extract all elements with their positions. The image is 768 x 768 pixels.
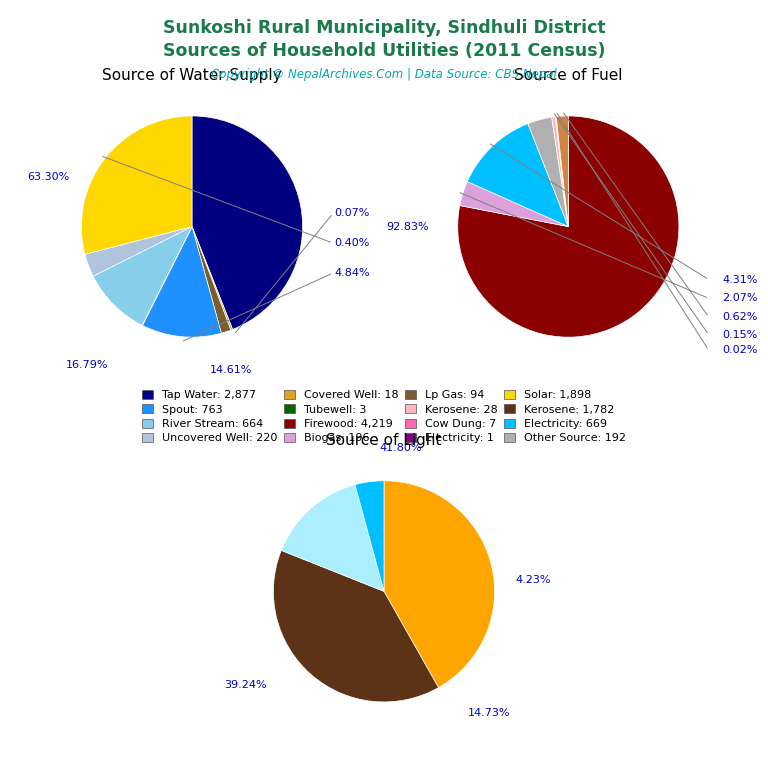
Wedge shape bbox=[551, 117, 568, 227]
Wedge shape bbox=[93, 227, 192, 326]
Wedge shape bbox=[192, 116, 303, 329]
Text: 14.61%: 14.61% bbox=[210, 366, 252, 376]
Wedge shape bbox=[281, 485, 384, 591]
Text: 41.80%: 41.80% bbox=[379, 442, 422, 452]
Text: 0.07%: 0.07% bbox=[335, 208, 370, 218]
Title: Source of Fuel: Source of Fuel bbox=[514, 68, 623, 83]
Wedge shape bbox=[556, 116, 568, 227]
Text: 39.24%: 39.24% bbox=[224, 680, 267, 690]
Wedge shape bbox=[467, 124, 568, 227]
Wedge shape bbox=[556, 117, 568, 227]
Text: 14.73%: 14.73% bbox=[468, 708, 510, 718]
Wedge shape bbox=[355, 481, 384, 591]
Text: 0.40%: 0.40% bbox=[335, 238, 370, 248]
Wedge shape bbox=[528, 118, 568, 227]
Title: Source of Water Supply: Source of Water Supply bbox=[102, 68, 282, 83]
Wedge shape bbox=[81, 116, 192, 254]
Text: Sunkoshi Rural Municipality, Sindhuli District: Sunkoshi Rural Municipality, Sindhuli Di… bbox=[163, 19, 605, 37]
Wedge shape bbox=[458, 116, 679, 337]
Text: 4.84%: 4.84% bbox=[335, 268, 370, 278]
Wedge shape bbox=[273, 551, 439, 702]
Legend: Tap Water: 2,877, Spout: 763, River Stream: 664, Uncovered Well: 220, Covered We: Tap Water: 2,877, Spout: 763, River Stre… bbox=[140, 388, 628, 445]
Wedge shape bbox=[555, 117, 568, 227]
Text: 0.62%: 0.62% bbox=[722, 313, 757, 323]
Text: 2.07%: 2.07% bbox=[722, 293, 757, 303]
Wedge shape bbox=[142, 227, 192, 326]
Text: 16.79%: 16.79% bbox=[66, 359, 108, 370]
Wedge shape bbox=[85, 227, 192, 276]
Text: Copyright © NepalArchives.Com | Data Source: CBS Nepal: Copyright © NepalArchives.Com | Data Sou… bbox=[211, 68, 557, 81]
Text: 92.83%: 92.83% bbox=[386, 221, 429, 232]
Text: 0.02%: 0.02% bbox=[722, 346, 757, 356]
Wedge shape bbox=[142, 227, 221, 337]
Text: 4.31%: 4.31% bbox=[722, 275, 757, 285]
Wedge shape bbox=[192, 227, 233, 330]
Text: Sources of Household Utilities (2011 Census): Sources of Household Utilities (2011 Cen… bbox=[163, 42, 605, 60]
Text: 0.15%: 0.15% bbox=[722, 330, 757, 340]
Wedge shape bbox=[460, 181, 568, 227]
Text: 4.23%: 4.23% bbox=[515, 575, 551, 585]
Title: Source of Light: Source of Light bbox=[326, 433, 442, 448]
Wedge shape bbox=[384, 481, 495, 687]
Text: 63.30%: 63.30% bbox=[27, 172, 69, 182]
Wedge shape bbox=[192, 227, 231, 333]
